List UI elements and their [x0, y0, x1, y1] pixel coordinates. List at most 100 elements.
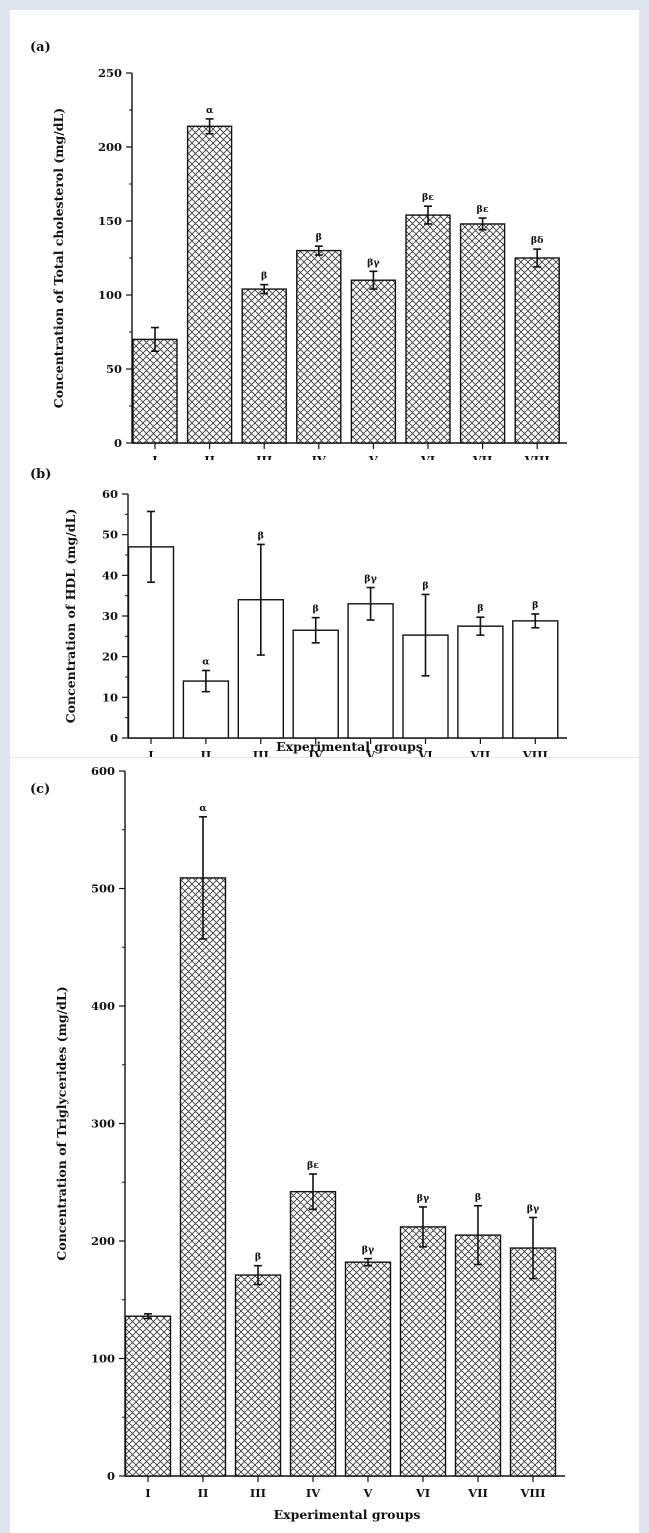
- significance-label: β: [532, 600, 538, 611]
- y-tick-label: 250: [98, 66, 122, 80]
- y-tick-label: 200: [91, 1234, 115, 1248]
- significance-label: βε: [422, 192, 434, 203]
- error-bar-III: [254, 1264, 262, 1286]
- significance-label: β: [261, 271, 267, 282]
- x-tick-label: II: [201, 748, 212, 757]
- significance-label: β: [313, 604, 319, 615]
- error-bar-IV: [309, 1173, 317, 1211]
- bar-II: [186, 125, 233, 444]
- y-tick-label: 50: [106, 362, 122, 376]
- error-bar-III: [256, 543, 265, 656]
- bar-II: [179, 877, 227, 1477]
- x-tick-label: VII: [467, 1486, 488, 1500]
- bar-VI: [405, 214, 451, 444]
- bar-I: [124, 1315, 172, 1477]
- significance-label: β: [422, 580, 428, 591]
- error-bar-VIII: [533, 248, 542, 268]
- bar-VII: [459, 223, 506, 444]
- error-bar-I: [147, 510, 155, 584]
- x-tick-label: VI: [420, 453, 435, 460]
- error-bar-VI: [419, 1206, 427, 1248]
- x-tick-label: I: [152, 453, 157, 460]
- error-bar-VII: [474, 1204, 482, 1266]
- panel-label: (b): [30, 467, 51, 482]
- y-tick-label: 150: [98, 214, 122, 228]
- error-bar-IV: [311, 616, 320, 644]
- x-tick-label: I: [145, 1486, 150, 1500]
- y-tick-label: 200: [98, 140, 122, 154]
- significance-label: β: [255, 1252, 261, 1263]
- y-tick-label: 0: [114, 436, 122, 450]
- error-bar-VI: [421, 593, 430, 677]
- y-tick-label: 400: [91, 999, 115, 1013]
- x-tick-label: IV: [306, 1486, 321, 1500]
- bar-IV: [296, 249, 342, 444]
- bar-V: [344, 1261, 392, 1477]
- panel-label: (a): [30, 40, 51, 55]
- y-tick-label: 30: [102, 609, 118, 623]
- y-tick-label: 10: [102, 690, 118, 704]
- bar-III: [234, 1274, 282, 1477]
- panel-divider: [10, 757, 639, 758]
- significance-label: β: [316, 232, 322, 243]
- error-bar-V: [366, 586, 375, 621]
- error-bar-II: [199, 816, 207, 940]
- chart-svg: (a) 0 50 100 150 200 250 Concentration of Total…: [30, 40, 567, 460]
- x-tick-label: IV: [309, 748, 324, 757]
- error-bar-V: [364, 1257, 372, 1267]
- y-axis-title: Concentration of HDL (mg/dL): [63, 509, 78, 724]
- x-tick-label: III: [253, 748, 269, 757]
- x-tick-label: VIII: [524, 453, 550, 460]
- bar-IV: [289, 1190, 337, 1477]
- significance-label: βγ: [362, 1245, 375, 1256]
- error-bar-VII: [478, 217, 487, 231]
- significance-label: β: [477, 603, 483, 614]
- chart-panel-total-cholesterol: (a) 0 50 100 150 200 250 Concentration of Total…: [10, 10, 639, 460]
- significance-label: βε: [477, 204, 489, 215]
- x-tick-label: IV: [312, 453, 327, 460]
- error-bar-I: [151, 326, 159, 353]
- x-tick-label: III: [250, 1486, 266, 1500]
- significance-label: βγ: [364, 574, 377, 585]
- x-axis-title: Experimental groups: [274, 1507, 421, 1522]
- error-bar-VIII: [529, 1216, 537, 1280]
- significance-label: βγ: [527, 1204, 540, 1215]
- bar-VIII: [509, 1247, 557, 1477]
- x-tick-label: VI: [415, 1486, 430, 1500]
- error-bar-VIII: [531, 613, 540, 629]
- x-tick-label: II: [204, 453, 215, 460]
- figure-frame: (a) 0 50 100 150 200 250 Concentration of Total…: [10, 10, 639, 1533]
- error-bar-III: [260, 283, 269, 295]
- error-bar-VI: [424, 205, 432, 225]
- bar-V: [347, 603, 394, 739]
- significance-label: βγ: [417, 1193, 430, 1204]
- bar-VII: [457, 625, 504, 739]
- x-tick-label: V: [363, 1486, 374, 1500]
- bar-IV: [292, 629, 339, 739]
- y-axis-title: Concentration of Triglycerides (mg/dL): [54, 986, 69, 1260]
- chart-panel-triglycerides: (c) 0 100 200 300 400 500 600 Concentration of T…: [10, 758, 639, 1533]
- y-tick-label: 40: [102, 568, 118, 582]
- x-tick-label: III: [256, 453, 272, 460]
- y-tick-label: 100: [91, 1352, 115, 1366]
- x-axis-title: Experimental groups: [276, 739, 423, 754]
- panel-label: (c): [30, 782, 50, 797]
- bar-I: [132, 338, 178, 444]
- x-tick-label: VIII: [522, 748, 548, 757]
- y-tick-label: 20: [102, 650, 118, 664]
- significance-label: β: [258, 530, 264, 541]
- significance-label: βδ: [531, 235, 544, 246]
- bar-III: [241, 288, 287, 444]
- y-tick-label: 0: [107, 1469, 115, 1483]
- chart-svg: (b) 0 10 20 30 40 50 60 Concentration of HDL (mg…: [30, 467, 567, 757]
- x-tick-label: I: [148, 748, 153, 757]
- significance-label: βγ: [367, 257, 380, 268]
- bar-VIII: [512, 620, 559, 739]
- y-tick-label: 500: [91, 882, 115, 896]
- error-bar-V: [369, 270, 378, 290]
- y-tick-label: 300: [91, 1117, 115, 1131]
- x-tick-label: VIII: [519, 1486, 545, 1500]
- significance-label: α: [199, 803, 207, 814]
- significance-label: βε: [307, 1160, 319, 1171]
- error-bar-I: [144, 1313, 152, 1320]
